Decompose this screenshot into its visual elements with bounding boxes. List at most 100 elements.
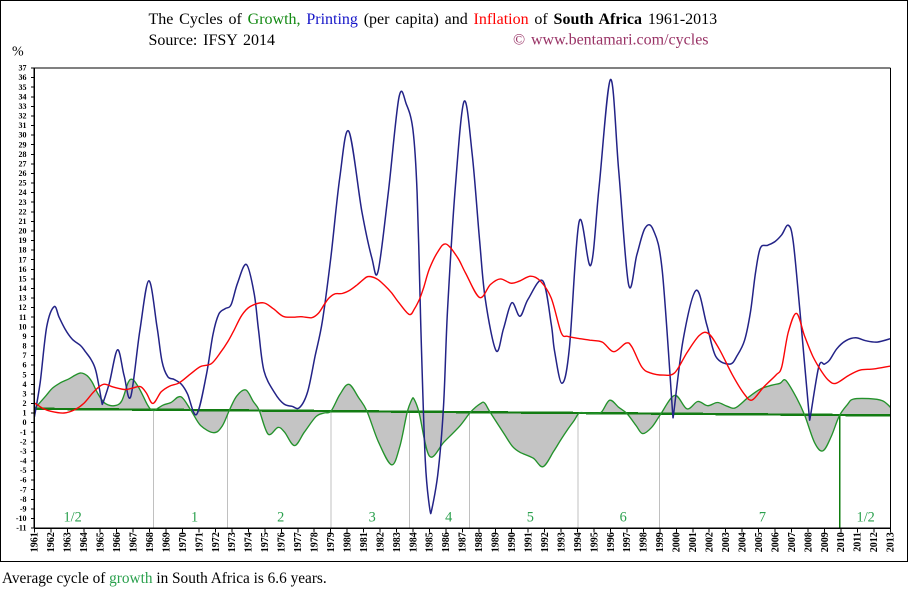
svg-text:1980: 1980 (342, 532, 353, 552)
svg-text:1962: 1962 (46, 532, 57, 552)
svg-text:13: 13 (19, 294, 27, 303)
svg-text:1981: 1981 (359, 532, 370, 552)
svg-text:2000: 2000 (672, 532, 683, 552)
svg-text:1975: 1975 (260, 532, 271, 552)
svg-text:26: 26 (19, 169, 27, 178)
svg-text:3: 3 (23, 390, 27, 399)
svg-text:1999: 1999 (655, 532, 666, 552)
svg-text:Source: IFSY 2014: Source: IFSY 2014 (149, 32, 276, 49)
svg-text:30: 30 (19, 131, 27, 140)
svg-text:1: 1 (23, 409, 27, 418)
svg-text:2004: 2004 (738, 532, 749, 552)
svg-text:4: 4 (23, 380, 27, 389)
svg-text:17: 17 (19, 255, 27, 264)
svg-text:1983: 1983 (392, 532, 403, 552)
svg-text:22: 22 (19, 207, 27, 216)
svg-text:1978: 1978 (310, 532, 321, 552)
svg-text:23: 23 (19, 198, 27, 207)
svg-text:1972: 1972 (211, 532, 222, 552)
svg-text:19: 19 (19, 236, 27, 245)
svg-text:1974: 1974 (244, 532, 255, 552)
svg-text:2008: 2008 (803, 532, 814, 552)
svg-text:1970: 1970 (178, 532, 189, 552)
svg-text:9: 9 (23, 332, 27, 341)
svg-text:7: 7 (759, 510, 766, 526)
svg-text:2013: 2013 (886, 532, 897, 552)
svg-text:-5: -5 (20, 466, 27, 475)
svg-text:-7: -7 (20, 485, 27, 494)
svg-text:14: 14 (19, 284, 27, 293)
svg-text:1998: 1998 (639, 532, 650, 552)
svg-text:24: 24 (19, 188, 27, 197)
svg-text:2: 2 (23, 399, 27, 408)
svg-text:1988: 1988 (474, 532, 485, 552)
svg-text:1996: 1996 (606, 532, 617, 552)
svg-text:-3: -3 (20, 447, 27, 456)
svg-text:35: 35 (19, 83, 27, 92)
svg-text:1995: 1995 (589, 532, 600, 552)
svg-text:2: 2 (277, 510, 284, 526)
svg-text:2002: 2002 (705, 532, 716, 552)
svg-text:15: 15 (19, 275, 27, 284)
svg-text:2012: 2012 (869, 532, 880, 552)
svg-text:1969: 1969 (161, 532, 172, 552)
svg-text:3: 3 (369, 510, 376, 526)
svg-text:5: 5 (527, 510, 534, 526)
svg-text:1992: 1992 (540, 532, 551, 552)
svg-text:-11: -11 (16, 524, 26, 533)
svg-text:2011: 2011 (853, 532, 864, 551)
svg-text:1979: 1979 (326, 532, 337, 552)
svg-text:18: 18 (19, 246, 27, 255)
svg-text:36: 36 (19, 73, 27, 82)
svg-text:1993: 1993 (556, 532, 567, 552)
svg-text:2003: 2003 (721, 532, 732, 552)
svg-text:8: 8 (23, 342, 27, 351)
svg-text:1971: 1971 (194, 532, 205, 552)
svg-text:-9: -9 (20, 504, 27, 513)
svg-text:0: 0 (23, 418, 27, 427)
svg-text:1966: 1966 (112, 532, 123, 552)
svg-text:21: 21 (19, 217, 27, 226)
svg-text:-8: -8 (20, 495, 27, 504)
svg-text:1985: 1985 (425, 532, 436, 552)
svg-text:1967: 1967 (129, 532, 140, 552)
svg-text:-4: -4 (20, 457, 27, 466)
svg-text:© www.bentamari.com/cycles: © www.bentamari.com/cycles (513, 32, 709, 49)
svg-text:1964: 1964 (79, 532, 90, 552)
svg-text:%: % (12, 45, 24, 60)
svg-text:12: 12 (19, 303, 27, 312)
svg-text:4: 4 (445, 510, 452, 526)
svg-text:1989: 1989 (491, 532, 502, 552)
svg-text:The Cycles of Growth, Printing: The Cycles of Growth, Printing (per capi… (149, 11, 718, 28)
svg-text:1963: 1963 (63, 532, 74, 552)
svg-text:-6: -6 (20, 476, 27, 485)
svg-text:27: 27 (19, 160, 27, 169)
svg-text:16: 16 (19, 265, 27, 274)
svg-text:1984: 1984 (408, 532, 419, 552)
svg-text:33: 33 (19, 102, 27, 111)
svg-text:37: 37 (19, 64, 27, 73)
svg-text:28: 28 (19, 150, 27, 159)
svg-text:1968: 1968 (145, 532, 156, 552)
svg-text:6: 6 (620, 510, 627, 526)
svg-text:25: 25 (19, 179, 27, 188)
svg-text:10: 10 (19, 322, 27, 331)
svg-text:6: 6 (23, 361, 27, 370)
svg-text:1965: 1965 (96, 532, 107, 552)
svg-text:2005: 2005 (754, 532, 765, 552)
svg-text:1982: 1982 (375, 532, 386, 552)
svg-text:2007: 2007 (787, 532, 798, 552)
svg-text:29: 29 (19, 140, 27, 149)
svg-text:1987: 1987 (458, 532, 469, 552)
svg-text:1961: 1961 (30, 532, 41, 552)
svg-text:34: 34 (19, 92, 27, 101)
svg-text:2001: 2001 (688, 532, 699, 552)
svg-text:1: 1 (191, 510, 198, 526)
svg-text:1977: 1977 (293, 532, 304, 552)
svg-text:-2: -2 (20, 437, 27, 446)
svg-text:1991: 1991 (524, 532, 535, 552)
svg-text:20: 20 (19, 227, 27, 236)
svg-text:1973: 1973 (227, 532, 238, 552)
svg-text:-10: -10 (16, 514, 27, 523)
svg-text:1976: 1976 (277, 532, 288, 552)
